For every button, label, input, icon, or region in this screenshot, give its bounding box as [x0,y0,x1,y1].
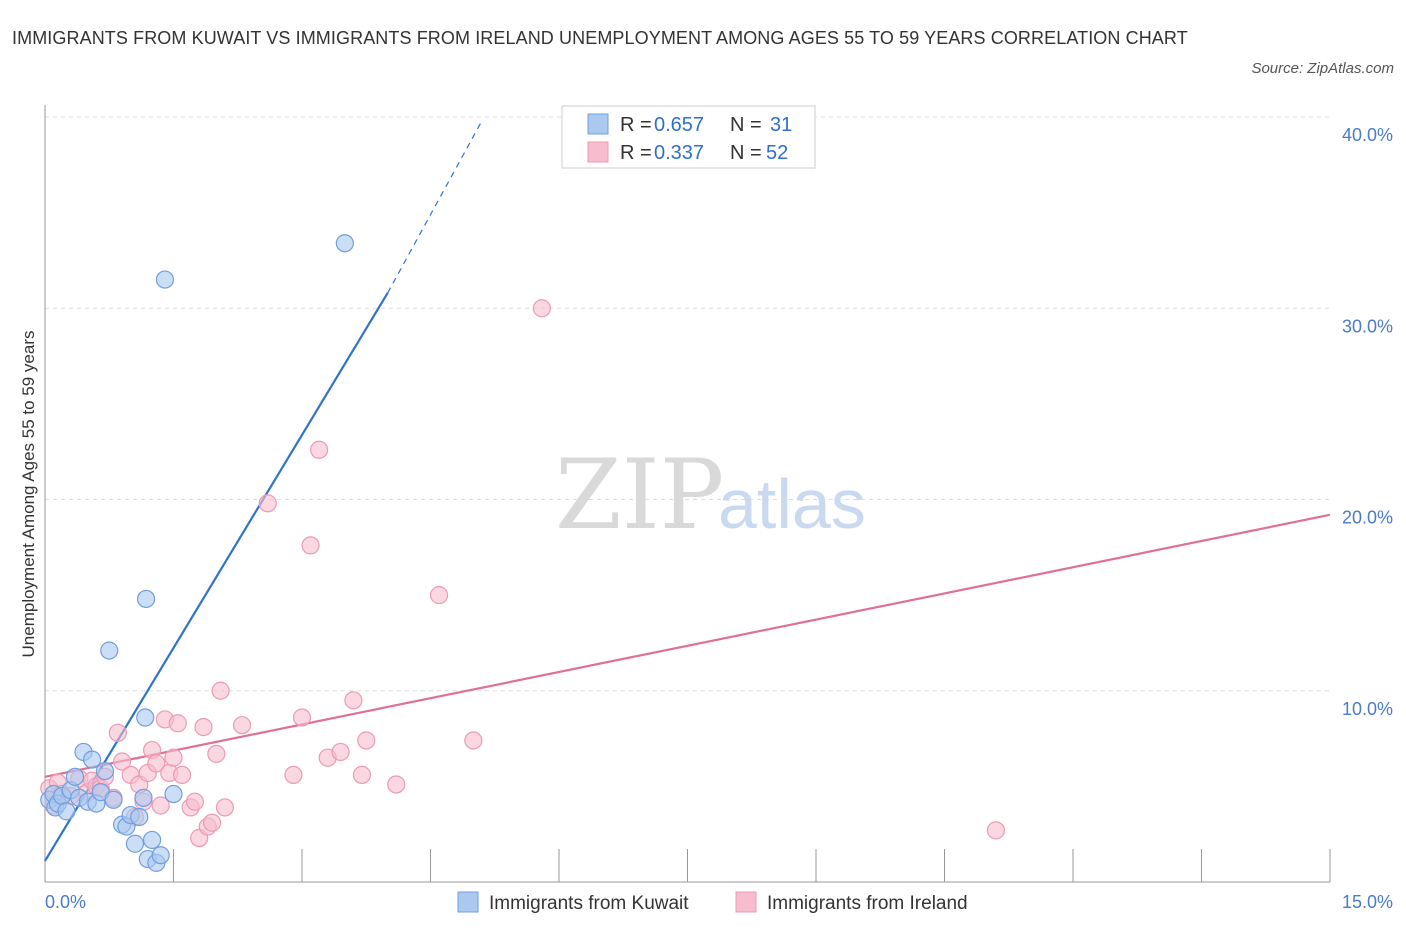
point-ireland-30 [194,717,213,737]
legend-n-label-ireland: N = [730,142,762,164]
point-ireland-13 [112,752,132,771]
point-kuwait-29 [164,784,183,804]
point-ireland-34 [211,681,230,700]
point-kuwait-28 [151,846,170,865]
point-ireland-32 [202,813,222,832]
point-ireland-12 [108,723,127,742]
trend-line-kuwait-extension [387,120,483,294]
data-points [40,234,1006,872]
y-tick-label-1: 20.0% [1342,508,1393,528]
point-ireland-24 [164,748,183,767]
y-tick-labels: 10.0% 20.0% 30.0% 40.0% [1342,125,1393,719]
point-kuwait-11 [83,750,102,769]
point-kuwait-5 [57,802,76,821]
legend-n-label-kuwait: N = [730,114,762,136]
x-tick-label-max: 15.0% [1342,892,1393,912]
point-kuwait-21 [130,807,149,827]
series-legend-label-ireland: Immigrants from Ireland [767,893,968,914]
series-legend-swatch-ireland [735,891,757,913]
point-ireland-49 [464,731,483,750]
y-tick-label-3: 40.0% [1342,125,1393,145]
watermark: ZIP atlas [555,439,866,551]
point-kuwait-22 [134,788,153,807]
point-kuwait-27 [136,589,156,609]
legend-r-value-kuwait: 0.657 [654,114,704,136]
y-tick-label-0: 10.0% [1342,699,1393,719]
point-kuwait-30 [155,270,175,289]
point-ireland-28 [185,792,205,811]
point-ireland-37 [258,494,277,513]
series-legend-label-kuwait: Immigrants from Kuwait [489,893,689,914]
point-kuwait-20 [125,834,145,853]
point-ireland-39 [292,708,312,727]
legend-n-value-kuwait: 31 [770,114,792,136]
source-label: Source: ZipAtlas.com [1251,60,1394,77]
point-kuwait-16 [104,790,123,809]
legend-n-value-ireland: 52 [766,142,788,164]
point-ireland-20 [147,754,166,773]
point-kuwait-15 [100,641,119,660]
point-ireland-40 [301,536,320,555]
legend-r-label-kuwait: R = [620,114,652,136]
point-ireland-44 [344,691,363,710]
point-ireland-47 [387,775,406,794]
x-tick-label-min: 0.0% [45,892,86,912]
point-ireland-45 [352,765,372,785]
grid-lines [45,116,1330,692]
series-legend: Immigrants from Kuwait Immigrants from I… [457,891,968,914]
point-ireland-41 [310,440,329,459]
legend-swatch-kuwait [587,113,609,135]
point-ireland-21 [151,796,170,815]
legend-r-value-ireland: 0.337 [654,142,704,164]
series-legend-swatch-kuwait [457,891,479,913]
stats-legend: R = 0.657 N = 31 R = 0.337 N = 52 [561,105,816,169]
point-kuwait-24 [142,830,162,850]
watermark-zip: ZIP [555,439,724,551]
point-ireland-36 [232,716,252,735]
point-kuwait-26 [136,708,155,727]
trend-line-ireland [44,513,1331,778]
watermark-atlas: atlas [718,465,866,543]
x-axis-ticks [173,849,1331,882]
point-ireland-25 [168,714,187,733]
point-ireland-33 [207,744,226,763]
point-kuwait-14 [95,761,115,781]
point-ireland-26 [172,765,192,785]
point-ireland-50 [532,299,551,318]
y-tick-label-2: 30.0% [1342,316,1393,336]
point-kuwait-31 [335,234,354,253]
point-ireland-35 [215,798,234,817]
point-ireland-46 [357,731,376,750]
legend-swatch-ireland [587,141,609,163]
point-ireland-48 [429,586,449,605]
y-axis-label: Unemployment Among Ages 55 to 59 years [19,331,38,658]
point-ireland-51 [986,821,1006,840]
chart-title: IMMIGRANTS FROM KUWAIT VS IMMIGRANTS FRO… [12,28,1188,48]
point-kuwait-7 [65,767,85,786]
legend-r-label-ireland: R = [620,142,652,164]
point-ireland-43 [331,742,350,762]
point-ireland-38 [284,765,303,785]
